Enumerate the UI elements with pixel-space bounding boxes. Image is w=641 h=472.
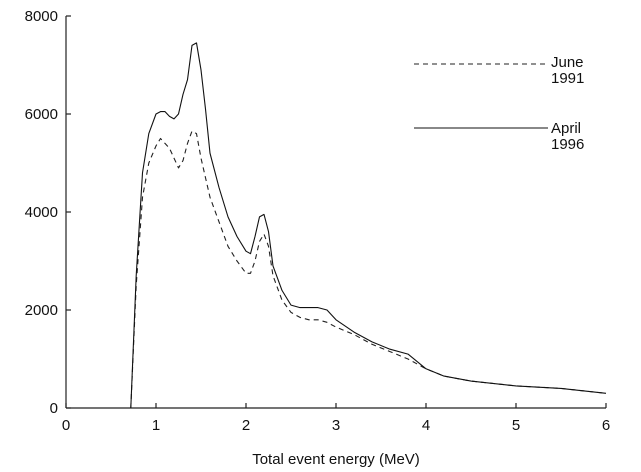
series-line-april-1996 <box>130 42 607 409</box>
y-tick-label: 6000 <box>25 106 58 123</box>
legend-label: April 1996 <box>551 120 584 153</box>
x-tick-label: 5 <box>512 417 520 434</box>
x-axis-title: Total event energy (MeV) <box>252 451 420 468</box>
series-line-june-1991 <box>130 130 607 409</box>
x-tick-label: 6 <box>602 417 610 434</box>
x-tick-label: 1 <box>152 417 160 434</box>
y-tick-label: 2000 <box>25 302 58 319</box>
y-tick-label: 0 <box>50 400 58 417</box>
legend: June 1991 April 1996 <box>414 54 584 153</box>
x-tick-label: 2 <box>242 417 250 434</box>
x-tick-label: 4 <box>422 417 430 434</box>
x-tick-label: 0 <box>62 417 70 434</box>
y-tick-label: 8000 <box>25 8 58 25</box>
axes <box>65 16 606 409</box>
legend-label: June 1991 <box>551 54 584 87</box>
axis-ticks: 0 1 2 3 4 5 6 0 2000 4000 6000 8000 <box>25 8 611 434</box>
series-layer <box>130 42 607 409</box>
x-tick-label: 3 <box>332 417 340 434</box>
y-tick-label: 4000 <box>25 204 58 221</box>
